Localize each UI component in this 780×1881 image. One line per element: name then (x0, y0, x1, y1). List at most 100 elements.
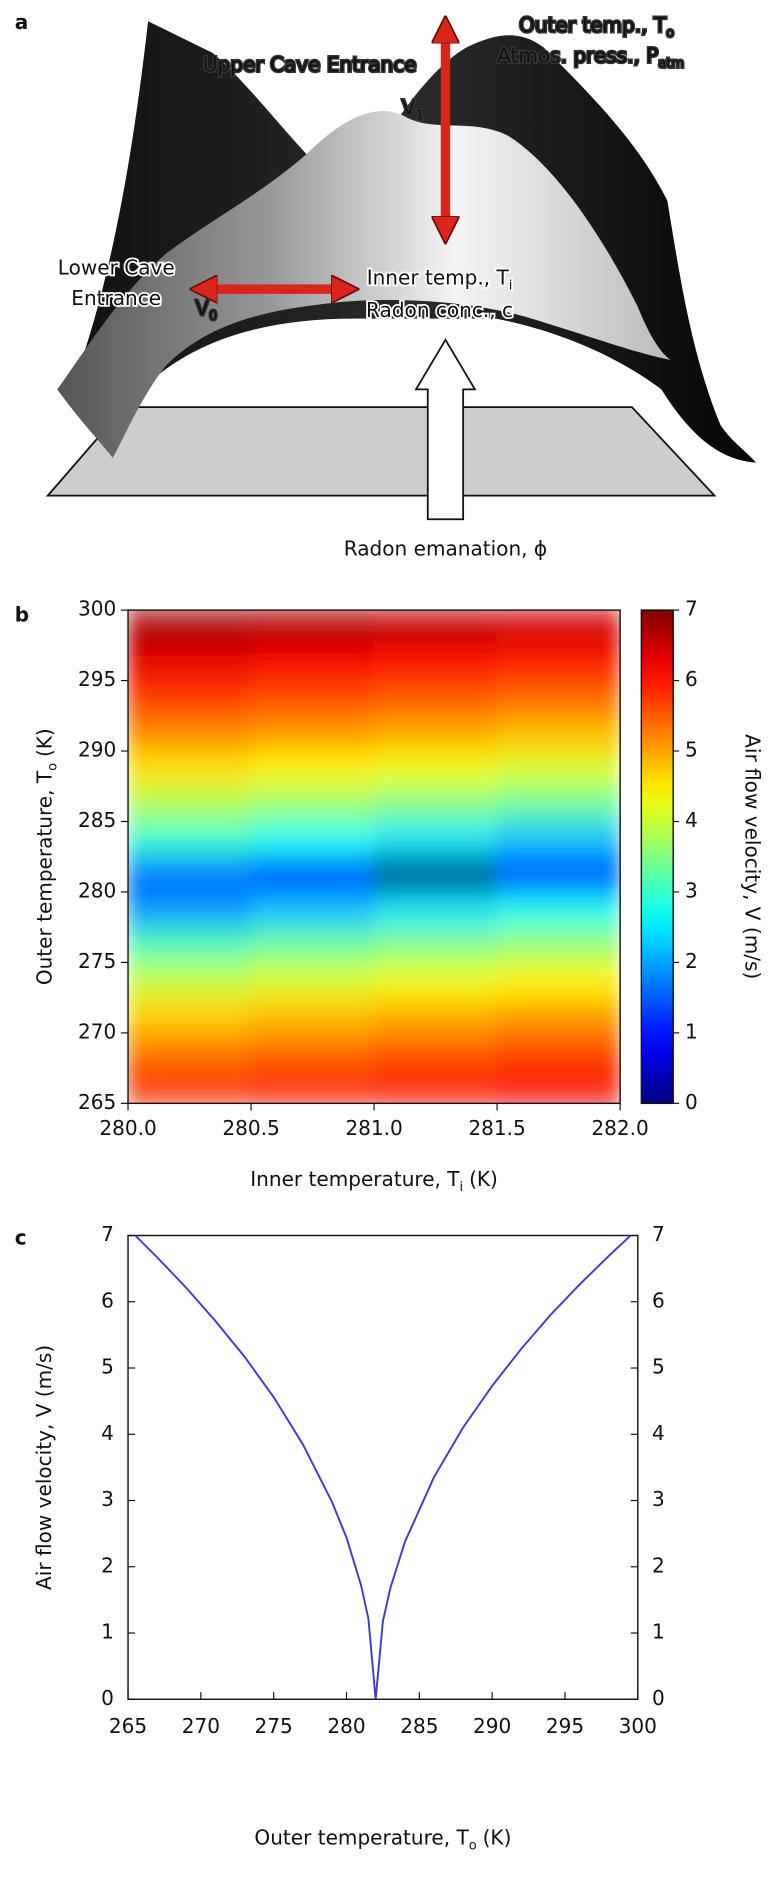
diagram-label-subscript: 1 (416, 109, 424, 124)
y2-tick-label: 6 (652, 1288, 665, 1312)
y2-tick-label: 3 (652, 1487, 665, 1511)
heatmap-cell (373, 610, 498, 646)
y-tick-label: 0 (101, 1686, 114, 1710)
x-tick-label: 290 (473, 1714, 511, 1738)
x-tick-label: 281.5 (468, 1116, 525, 1140)
x-tick-label: 280.5 (222, 1116, 279, 1140)
y-tick-label: 280 (78, 878, 116, 902)
x-axis-label-unit: (K) (469, 1167, 498, 1191)
y2-tick-label: 1 (652, 1620, 665, 1644)
diagram-label: Outer temp., To (519, 12, 674, 41)
heatmap-cell (250, 644, 375, 682)
heatmap-cell (250, 891, 375, 928)
panel-label: c (15, 1226, 27, 1250)
diagram-label: Upper Cave Entrance (203, 53, 417, 77)
x-axis-label-subscript: o (469, 1839, 477, 1854)
heatmap-cell (496, 997, 621, 1034)
heatmap-cell (373, 961, 498, 999)
diagram-label-subscript: i (509, 278, 513, 293)
heatmap-cell (128, 1067, 252, 1104)
diagram-label-subscript: atm (658, 57, 684, 72)
y2-tick-label: 2 (652, 1553, 665, 1577)
diagram-label-text: V (402, 95, 416, 119)
heatmap-cell (128, 961, 252, 999)
heatmap-cell (496, 750, 621, 787)
x-tick-label: 282.0 (591, 1116, 648, 1140)
heatmap-cell (128, 644, 252, 682)
heatmap-cell (373, 820, 498, 858)
x-tick-label: 275 (255, 1714, 293, 1738)
colorbar-tick-label: 2 (685, 949, 698, 973)
heatmap-cell (250, 785, 375, 823)
y-axis-label: Air flow velocity, V (m/s) (32, 1345, 56, 1590)
y-tick-label: 275 (78, 949, 116, 973)
heatmap (128, 610, 621, 1104)
heatmap-cell (128, 997, 252, 1034)
plot-frame (127, 1234, 639, 1700)
diagram-label: V0 (195, 296, 217, 325)
y-tick-label: 6 (101, 1288, 114, 1312)
line-series (134, 1234, 632, 1700)
heatmap-cell (128, 856, 252, 893)
colorbar-tick-label: 3 (685, 878, 698, 902)
y-tick-label: 1 (101, 1620, 114, 1644)
diagram-label: Radon conc., c (366, 298, 513, 322)
heatmap-cell (496, 820, 621, 858)
heatmap-cell (373, 856, 498, 893)
heatmap-cell (373, 997, 498, 1034)
diagram-label: Lower Cave (58, 256, 175, 280)
heatmap-cell (250, 1032, 375, 1069)
y-axis-label-text: Outer temperature, T (32, 770, 56, 985)
heatmap-cell (373, 891, 498, 928)
y-tick-label: 300 (78, 597, 116, 621)
diagram-label-text: Inner temp., T (367, 265, 510, 289)
y-tick-label: 5 (101, 1355, 114, 1379)
heatmap-cell (496, 926, 621, 964)
heatmap-cell (496, 679, 621, 717)
x-axis-label-text: Outer temperature, T (254, 1825, 469, 1849)
heatmap-cell (373, 785, 498, 823)
heatmap-cell (250, 997, 375, 1034)
y-axis-label-unit: (K) (32, 728, 56, 757)
heatmap-cell (250, 1067, 375, 1104)
heatmap-cells (128, 610, 621, 1104)
y-tick-label: 3 (101, 1487, 114, 1511)
heatmap-cell (496, 891, 621, 928)
heatmap-cell (496, 715, 621, 752)
heatmap-cell (496, 610, 621, 646)
diagram-label-text: V (195, 296, 209, 320)
heatmap-cell (250, 679, 375, 717)
heatmap-cell (496, 856, 621, 893)
heatmap-cell (250, 856, 375, 893)
colorbar-tick-label: 1 (685, 1019, 698, 1043)
y2-tick-label: 0 (652, 1686, 665, 1710)
heatmap-cell (250, 610, 375, 646)
cave-illustration (45, 21, 756, 521)
colorbar-label: Air flow velocity, V (m/s) (741, 734, 765, 979)
y-tick-label: 270 (78, 1019, 116, 1043)
heatmap-cell (128, 891, 252, 928)
heatmap-cell (373, 750, 498, 787)
heatmap-cell (496, 644, 621, 682)
diagram-label: Radon emanation, ϕ (344, 536, 547, 560)
heatmap-cell (128, 1032, 252, 1069)
diagram-label-subscript: 0 (209, 309, 217, 324)
y-axis-label: Outer temperature, To (K) (32, 728, 60, 985)
diagram-label-text: Outer temp., T (519, 12, 667, 36)
heatmap-cell (373, 1067, 498, 1104)
y-tick-label: 265 (78, 1090, 116, 1114)
y-tick-label: 7 (101, 1222, 114, 1246)
y-tick-label: 290 (78, 738, 116, 762)
colorbar (640, 609, 674, 1105)
panel-label: b (15, 602, 29, 626)
colorbar-tick-label: 7 (685, 597, 698, 621)
heatmap-cell (250, 926, 375, 964)
y-tick-label: 2 (101, 1553, 114, 1577)
y-axis-label-subscript: o (45, 763, 60, 771)
y-tick-label: 285 (78, 808, 116, 832)
diagram-label: Entrance (71, 286, 161, 310)
x-tick-label: 280.0 (99, 1116, 156, 1140)
heatmap-cell (128, 679, 252, 717)
x-axis-label-text: Inner temperature, T (250, 1167, 460, 1191)
